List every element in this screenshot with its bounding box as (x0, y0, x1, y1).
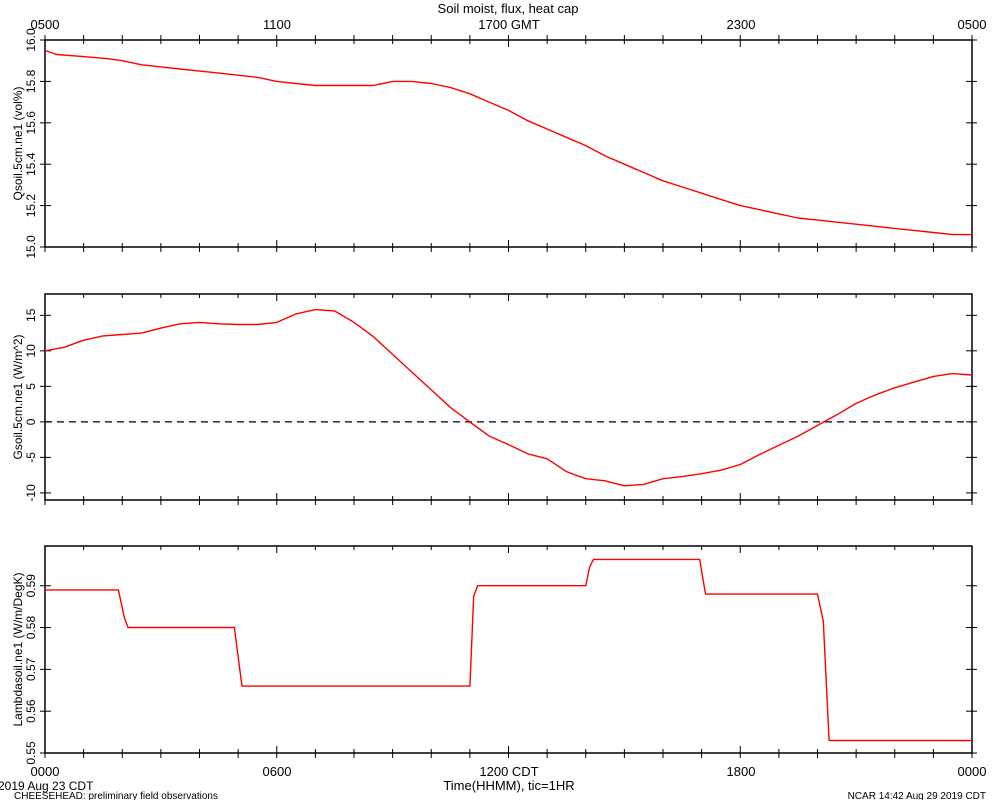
footer-date: 2019 Aug 23 CDT (0, 779, 94, 793)
y-tick-label: 0.56 (24, 699, 38, 723)
y-tick-label: 16.0 (24, 28, 38, 52)
top-tick-label: 1700 GMT (478, 17, 539, 32)
bottom-axis-labels: 0000 0600 1200 CDT 1800 0000 (31, 764, 987, 779)
top-axis-labels: 0500 1100 1700 GMT 2300 0500 (31, 17, 987, 32)
chart-title: Soil moist, flux, heat cap (438, 1, 579, 16)
y-tick-label: 10 (24, 344, 38, 358)
panel-soil-moisture: 15.0 15.2 15.4 15.6 15.8 16.0 Qsoil.5cm.ne1 (v… (11, 28, 977, 259)
top-tick-label: 1100 (263, 17, 291, 32)
footer-project: CHEESEHEAD: preliminary field observatio… (14, 791, 218, 800)
y-axis-label: Qsoil.5cm.ne1 (vol%) (11, 86, 25, 200)
y-axis-label: Lambdasoil.ne1 (W/m/DegK) (11, 572, 25, 726)
y-tick-label: 15.0 (24, 235, 38, 259)
y-tick-label: 0.58 (24, 616, 38, 640)
bottom-tick-label: 0600 (263, 764, 292, 779)
y-tick-label: 15.2 (24, 194, 38, 218)
series-line (45, 558, 972, 742)
y-tick-label: 0.55 (24, 741, 38, 765)
series-line (44, 49, 972, 236)
y-tick-label: 15 (24, 308, 38, 322)
y-tick-label: 5 (24, 383, 38, 390)
top-tick-label: 0500 (31, 17, 60, 32)
y-axis-label: Gsoil.5cm.ne1 (W/m^2) (11, 335, 25, 460)
x-axis-label: Time(HHMM), tic=1HR (443, 778, 574, 793)
y-tick-label: 0.57 (24, 657, 38, 681)
bottom-tick-label: 1200 CDT (479, 764, 538, 779)
bottom-tick-label: 0000 (31, 764, 60, 779)
bottom-tick-label: 0000 (958, 764, 987, 779)
y-tick-label: 0.59 (24, 574, 38, 598)
y-tick-label: 0 (24, 418, 38, 425)
plot-frame (44, 545, 973, 754)
footer-stamp: NCAR 14:42 Aug 29 2019 CDT (848, 791, 986, 800)
top-tick-label: 2300 (727, 17, 756, 32)
plot-frame (44, 293, 973, 501)
series-line (44, 308, 973, 487)
top-tick-label: 0500 (958, 17, 987, 32)
y-tick-label: 15.8 (24, 69, 38, 93)
panel-soil-heat-flux: -10 -5 0 5 10 15 Gsoil.5cm.ne1 (W/m^2) (11, 293, 977, 505)
plot-frame (44, 39, 973, 248)
y-tick-label: 15.6 (24, 111, 38, 135)
bottom-tick-label: 1800 (727, 764, 756, 779)
y-tick-label: -10 (24, 484, 38, 502)
y-tick-label: 15.4 (24, 152, 38, 176)
y-tick-label: -5 (24, 452, 38, 463)
